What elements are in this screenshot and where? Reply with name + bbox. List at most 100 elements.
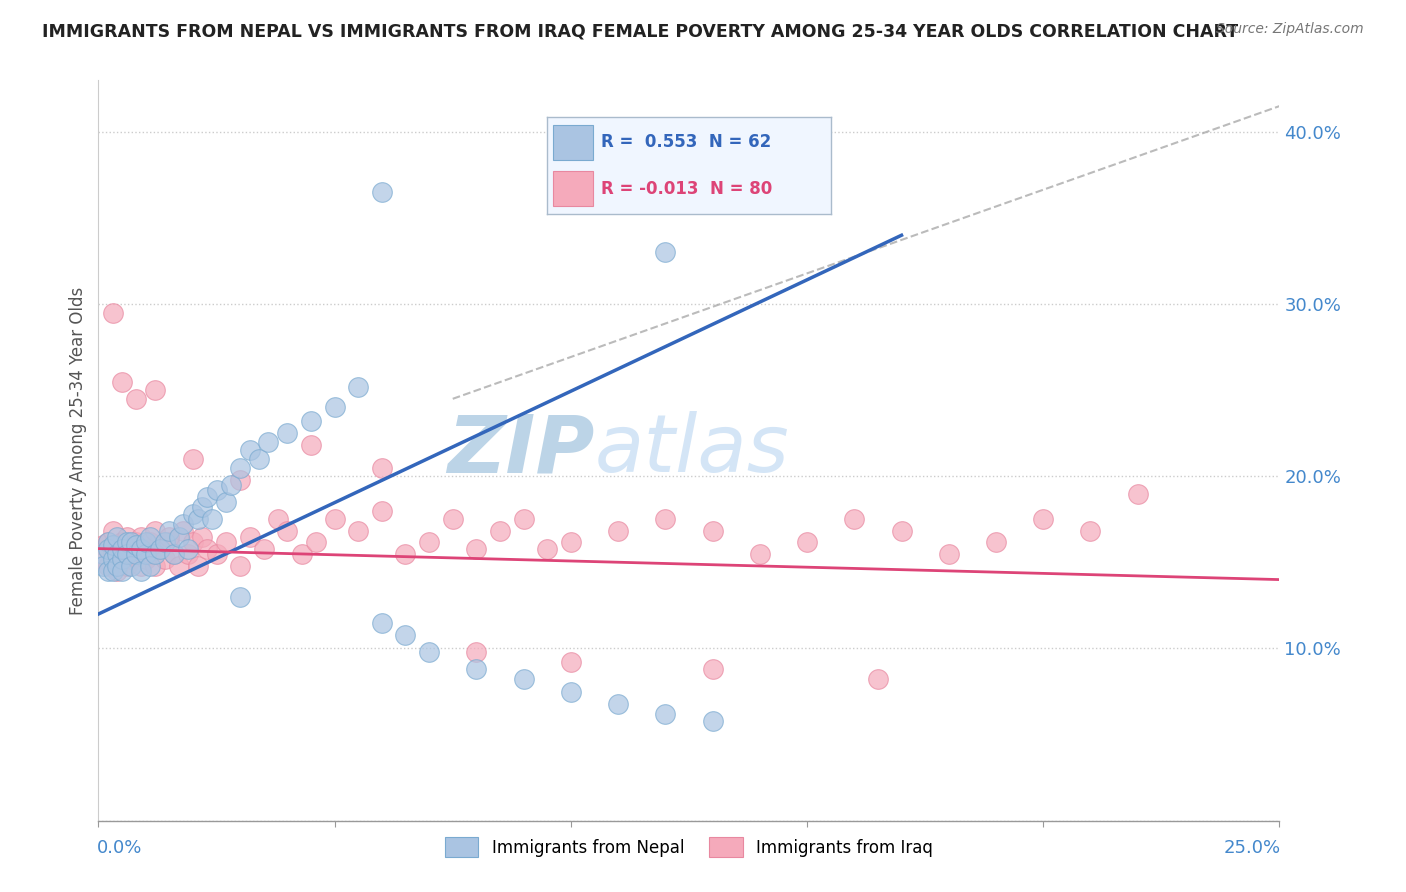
Point [167,530,190,544]
Point [371,615,394,630]
Point [267,512,290,526]
Point [97,564,120,578]
Point [167,558,190,573]
Point [111,534,134,549]
Point [125,534,148,549]
Point [105,558,128,573]
Point [418,645,440,659]
Point [135,534,157,549]
Point [299,438,322,452]
Y-axis label: Female Poverty Among 25-34 Year Olds: Female Poverty Among 25-34 Year Olds [69,286,87,615]
Point [654,245,676,260]
Point [748,547,770,561]
Point [115,547,138,561]
Point [394,547,416,561]
Text: Source: ZipAtlas.com: Source: ZipAtlas.com [1216,22,1364,37]
Point [97,534,120,549]
Point [938,547,960,561]
Point [702,524,724,539]
Point [239,443,262,458]
Point [135,541,157,556]
Point [984,534,1007,549]
Point [101,547,124,561]
Point [229,460,252,475]
Point [560,655,582,669]
Point [796,534,818,549]
Point [654,706,676,721]
Point [253,541,276,556]
Point [181,534,204,549]
Point [172,524,194,539]
Point [276,524,298,539]
Point [371,185,394,199]
Point [172,517,194,532]
Point [560,684,582,698]
Point [323,512,346,526]
Point [181,507,204,521]
Point [91,538,114,552]
Point [607,524,630,539]
Point [129,541,152,556]
Point [157,524,180,539]
Point [465,645,488,659]
Point [465,541,488,556]
Point [101,306,124,320]
Point [91,558,114,573]
Point [139,558,162,573]
Point [489,524,512,539]
Point [229,473,252,487]
Point [105,564,128,578]
Point [465,662,488,676]
Point [239,530,262,544]
Point [121,541,143,556]
Point [101,564,124,578]
Point [111,552,134,566]
Legend: Immigrants from Nepal, Immigrants from Iraq: Immigrants from Nepal, Immigrants from I… [439,830,939,864]
Point [702,714,724,728]
Point [290,547,312,561]
Point [101,524,124,539]
Point [229,590,252,604]
Point [371,504,394,518]
Point [111,541,134,556]
Point [1126,486,1149,500]
Point [347,524,370,539]
Point [418,534,440,549]
Point [201,512,224,526]
Point [512,512,534,526]
Point [97,558,120,573]
Point [276,426,298,441]
Point [125,547,148,561]
Point [149,541,172,556]
Point [143,383,166,397]
Text: atlas: atlas [595,411,789,490]
Point [371,460,394,475]
Point [143,524,166,539]
Point [115,530,138,544]
Point [607,697,630,711]
Point [91,547,114,561]
Point [229,558,252,573]
Point [247,452,270,467]
Point [560,534,582,549]
Point [163,547,186,561]
Point [257,434,280,449]
Text: ZIP: ZIP [447,411,595,490]
Point [181,452,204,467]
Point [512,673,534,687]
Point [187,558,209,573]
Point [1032,512,1054,526]
Point [125,547,148,561]
Point [135,552,157,566]
Point [149,541,172,556]
Point [143,558,166,573]
Point [105,541,128,556]
Point [105,530,128,544]
Text: 0.0%: 0.0% [97,839,142,857]
Point [219,478,242,492]
Point [177,541,200,556]
Point [105,547,128,561]
Point [111,547,134,561]
Point [91,552,114,566]
Point [205,483,228,497]
